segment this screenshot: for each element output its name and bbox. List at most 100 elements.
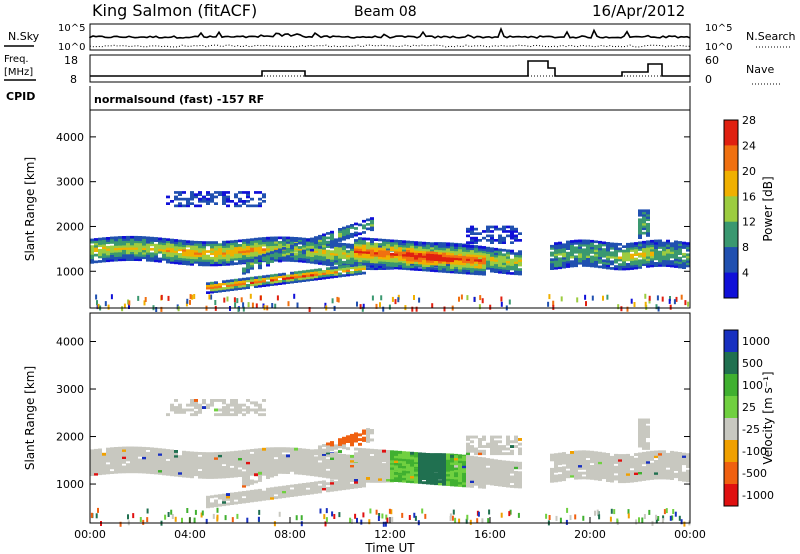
heatmap-cell bbox=[366, 227, 370, 231]
heatmap-cell bbox=[298, 457, 302, 461]
heatmap-cell bbox=[498, 469, 502, 473]
heatmap-cell bbox=[254, 460, 258, 464]
heatmap-cell bbox=[454, 248, 458, 252]
heatmap-cell bbox=[146, 252, 150, 255]
heatmap-cell bbox=[234, 283, 238, 286]
heatmap-cell bbox=[102, 253, 106, 256]
heatmap-cell bbox=[306, 247, 310, 251]
heatmap-cell bbox=[306, 241, 310, 244]
heatmap-cell bbox=[450, 266, 454, 269]
heatmap-cell bbox=[102, 239, 106, 243]
heatmap-cell bbox=[638, 442, 642, 446]
heatmap-cell bbox=[342, 473, 346, 476]
heatmap-cell bbox=[554, 251, 558, 254]
heatmap-cell bbox=[322, 470, 326, 473]
heatmap-cell bbox=[418, 241, 422, 245]
heatmap-cell bbox=[618, 263, 622, 266]
heatmap-cell bbox=[102, 255, 106, 258]
heatmap-cell bbox=[430, 474, 434, 478]
heatmap-cell bbox=[518, 442, 522, 446]
heatmap-cell bbox=[338, 234, 342, 238]
heatmap-cell bbox=[294, 456, 298, 460]
heatmap-cell bbox=[254, 251, 258, 254]
heatmap-cell bbox=[130, 451, 134, 455]
heatmap-cell bbox=[514, 471, 518, 474]
heatmap-cell bbox=[506, 258, 510, 261]
heatmap-cell bbox=[334, 469, 338, 473]
heatmap-cell bbox=[626, 461, 630, 464]
heatmap-cell bbox=[622, 475, 626, 479]
heatmap-cell bbox=[626, 242, 630, 246]
heatmap-cell bbox=[622, 252, 626, 255]
heatmap-cell bbox=[426, 248, 430, 252]
heatmap-cell bbox=[566, 251, 570, 255]
heatmap-cell bbox=[585, 301, 587, 307]
heatmap-cell bbox=[646, 213, 650, 217]
heatmap-cell bbox=[378, 267, 382, 270]
heatmap-cell bbox=[375, 303, 378, 309]
heatmap-cell bbox=[262, 497, 266, 501]
heatmap-cell bbox=[250, 456, 254, 460]
heatmap-cell bbox=[490, 449, 494, 453]
heatmap-cell bbox=[370, 226, 374, 229]
heatmap-cell bbox=[338, 249, 342, 252]
heatmap-cell bbox=[366, 264, 370, 268]
heatmap-cell bbox=[630, 479, 634, 483]
heatmap-cell bbox=[290, 246, 294, 250]
heatmap-cell bbox=[478, 232, 482, 235]
heatmap-cell bbox=[278, 488, 282, 492]
heatmap-cell bbox=[234, 248, 238, 252]
heatmap-cell bbox=[646, 256, 650, 259]
heatmap-cell bbox=[222, 287, 226, 290]
heatmap-cell bbox=[474, 435, 478, 439]
heatmap-cell bbox=[350, 433, 354, 437]
heatmap-cell bbox=[654, 464, 658, 468]
freq-tick-low: 8 bbox=[70, 73, 77, 86]
heatmap-cell bbox=[614, 453, 618, 457]
heatmap-cell bbox=[166, 240, 170, 244]
heatmap-cell bbox=[386, 461, 390, 465]
heatmap-cell bbox=[374, 238, 378, 241]
heatmap-cell bbox=[606, 474, 610, 478]
heatmap-cell bbox=[250, 281, 254, 284]
heatmap-cell bbox=[490, 269, 494, 273]
heatmap-cell bbox=[502, 227, 506, 231]
heatmap-cell bbox=[102, 250, 106, 254]
heatmap-cell bbox=[470, 482, 474, 486]
heatmap-cell bbox=[614, 251, 618, 255]
heatmap-cell bbox=[166, 468, 170, 471]
heatmap-cell bbox=[242, 449, 246, 453]
heatmap-cell bbox=[462, 271, 466, 275]
heatmap-cell bbox=[202, 256, 206, 260]
heatmap-cell bbox=[270, 467, 274, 471]
heatmap-cell bbox=[214, 399, 218, 402]
heatmap-cell bbox=[582, 459, 586, 463]
heatmap-cell bbox=[190, 260, 194, 264]
heatmap-cell bbox=[642, 240, 646, 244]
heatmap-cell bbox=[122, 253, 126, 257]
heatmap-cell bbox=[622, 254, 626, 257]
heatmap-cell bbox=[258, 493, 262, 497]
heatmap-cell bbox=[442, 261, 446, 264]
heatmap-cell bbox=[190, 245, 194, 248]
heatmap-cell bbox=[560, 296, 563, 302]
heatmap-cell bbox=[350, 226, 354, 229]
heatmap-cell bbox=[558, 478, 562, 482]
heatmap-cell bbox=[570, 246, 574, 250]
heatmap-cell bbox=[354, 227, 358, 230]
colorbar-frame bbox=[723, 119, 739, 299]
heatmap-cell bbox=[94, 249, 98, 252]
heatmap-cell bbox=[90, 249, 94, 253]
heatmap-cell bbox=[370, 251, 374, 255]
heatmap-cell bbox=[398, 242, 402, 245]
heatmap-cell bbox=[222, 243, 226, 246]
heatmap-cell bbox=[674, 260, 678, 264]
heatmap-cell bbox=[290, 239, 294, 242]
heatmap-cell bbox=[178, 193, 182, 196]
heatmap-cell bbox=[214, 459, 218, 463]
heatmap-cell bbox=[282, 256, 286, 259]
heatmap-cell bbox=[238, 246, 242, 249]
heatmap-cell bbox=[254, 480, 258, 484]
heatmap-cell bbox=[230, 249, 234, 252]
heatmap-cell bbox=[494, 252, 498, 256]
